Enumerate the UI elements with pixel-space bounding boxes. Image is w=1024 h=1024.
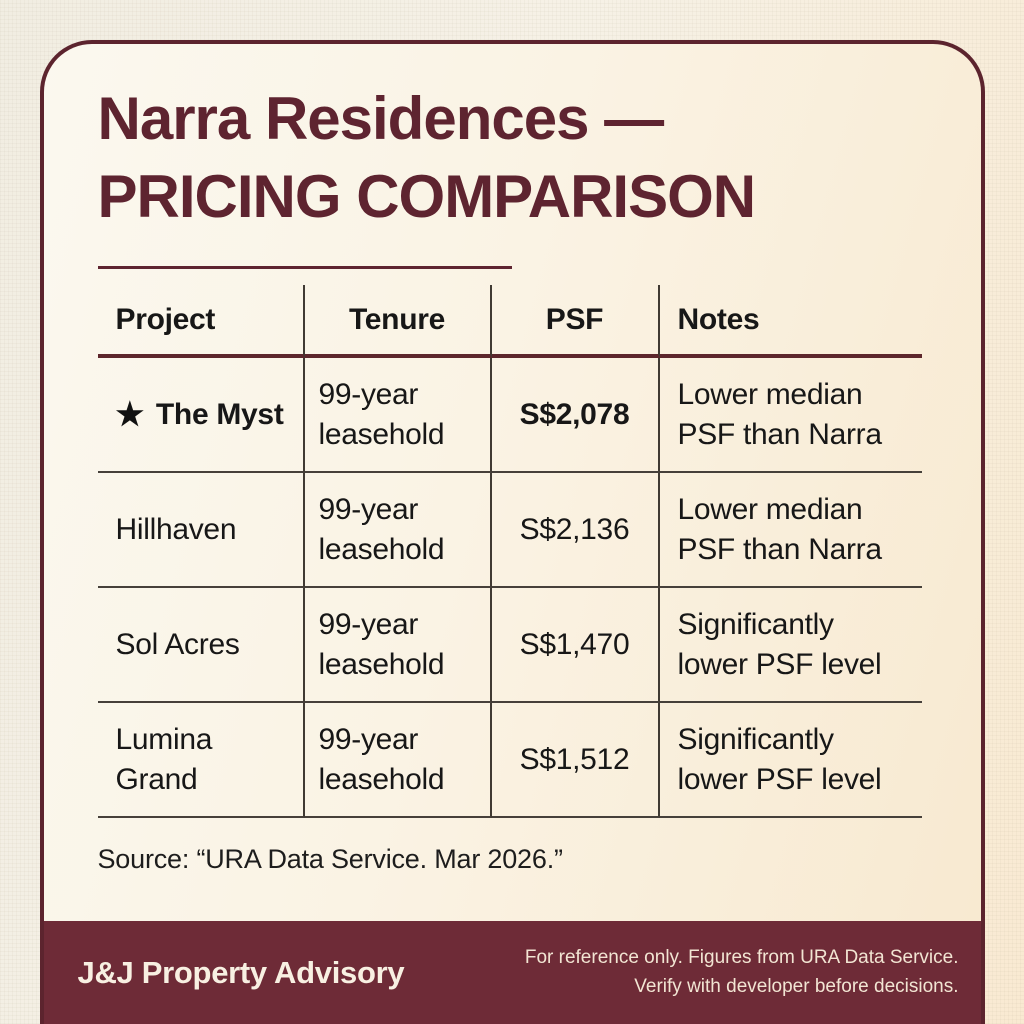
title-line-2: PRICING COMPARISON bbox=[97, 163, 757, 230]
footer-band: J&J Property Advisory For reference only… bbox=[43, 921, 981, 1024]
cell-psf: S$2,078 bbox=[491, 358, 660, 473]
cell-tenure: 99-year leasehold bbox=[304, 703, 492, 818]
comparison-card: Narra Residences — PRICING COMPARISON Pro… bbox=[39, 40, 985, 1024]
cell-notes: Significantly lower PSF level bbox=[659, 703, 922, 818]
cell-tenure: 99-year leasehold bbox=[304, 588, 492, 703]
source-note: Source: “URA Data Service. Mar 2026.” bbox=[97, 844, 563, 874]
cell-project-sol-acres: Sol Acres bbox=[97, 588, 305, 703]
footer-disclaimer: For reference only. Figures from URA Dat… bbox=[524, 947, 959, 997]
pricing-table: Project Tenure PSF Notes ★ The Myst 99-ye… bbox=[97, 285, 922, 818]
star-icon: ★ bbox=[115, 396, 145, 433]
cell-notes: Lower median PSF than Narra bbox=[659, 358, 922, 473]
column-header-tenure: Tenure bbox=[304, 285, 492, 358]
column-header-psf: PSF bbox=[491, 285, 660, 358]
cell-notes: Lower median PSF than Narra bbox=[659, 473, 922, 588]
column-header-notes: Notes bbox=[659, 285, 922, 358]
cell-tenure: 99-year leasehold bbox=[304, 473, 492, 588]
title-divider bbox=[97, 266, 512, 269]
column-header-project: Project bbox=[97, 285, 305, 358]
cell-tenure: 99-year leasehold bbox=[304, 358, 492, 473]
brand-name: J&J Property Advisory bbox=[77, 954, 405, 990]
cell-psf: S$1,470 bbox=[491, 588, 660, 703]
cell-notes: Significantly lower PSF level bbox=[659, 588, 922, 703]
cell-psf: S$1,512 bbox=[491, 703, 660, 818]
title-line-1: Narra Residences — bbox=[97, 85, 665, 152]
card-content: Narra Residences — PRICING COMPARISON Pro… bbox=[44, 44, 981, 921]
page-title: Narra Residences — PRICING COMPARISON bbox=[98, 80, 981, 236]
cell-project-lumina-grand: Lumina Grand bbox=[97, 703, 305, 818]
project-name: The Myst bbox=[155, 397, 284, 431]
cell-psf: S$2,136 bbox=[491, 473, 660, 588]
cell-project-the-myst: ★ The Myst bbox=[97, 358, 305, 473]
cell-project-hillhaven: Hillhaven bbox=[97, 473, 305, 588]
